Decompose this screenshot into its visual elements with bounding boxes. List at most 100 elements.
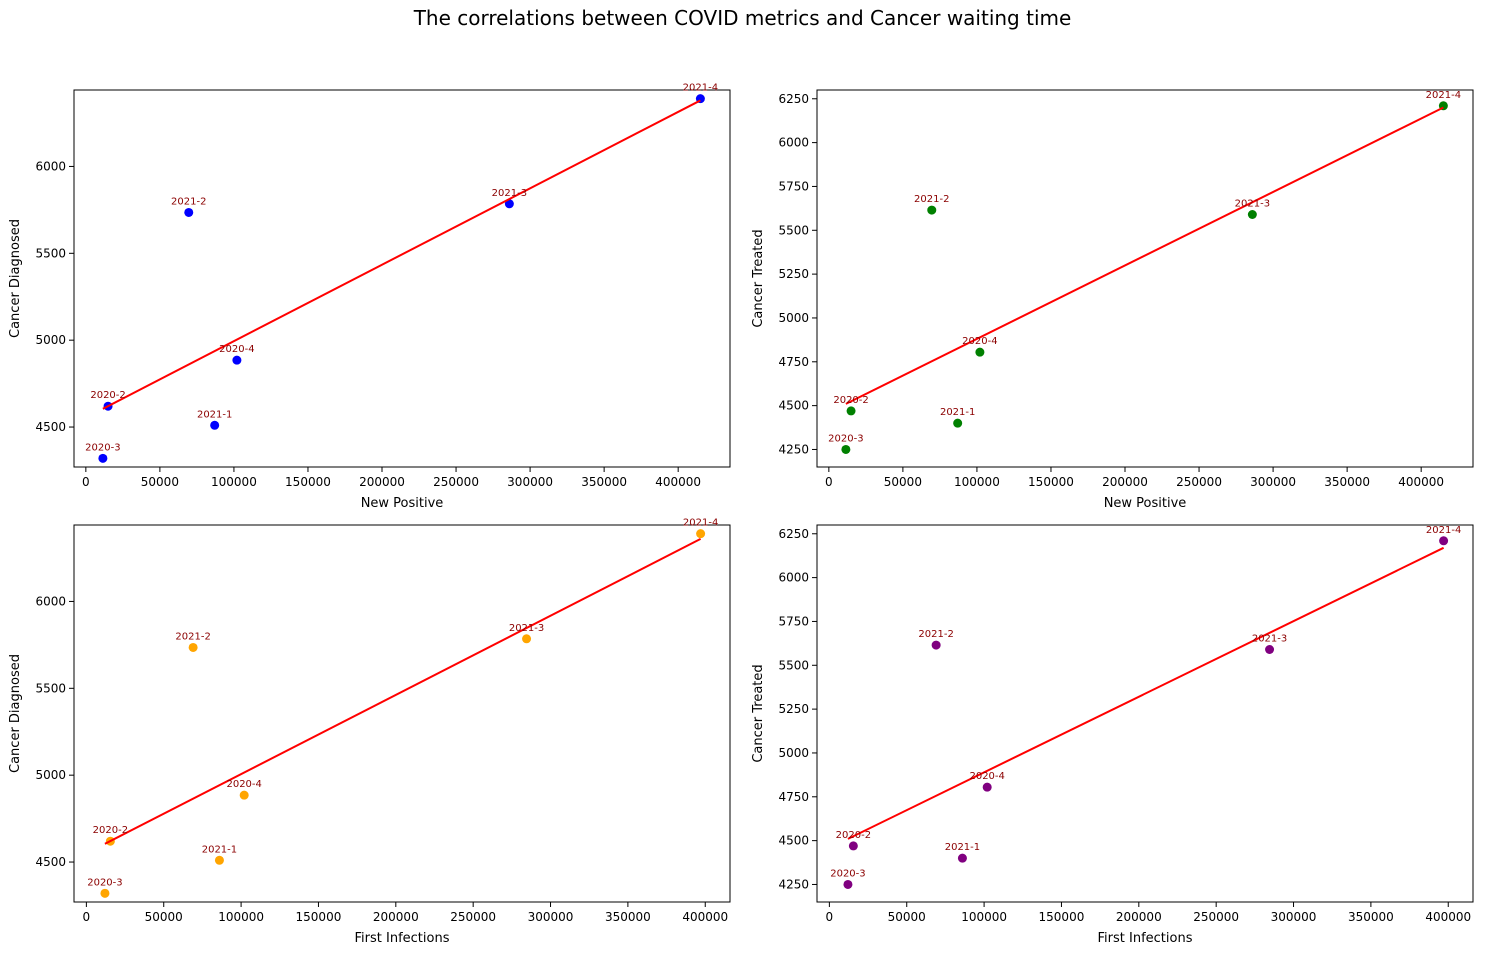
point-label: 2021-3 (1235, 198, 1270, 209)
x-tick-label: 350000 (605, 910, 651, 924)
fit-line (102, 99, 701, 410)
x-tick-label: 0 (826, 910, 834, 924)
data-point (522, 634, 532, 644)
x-axis-label: New Positive (361, 496, 444, 511)
x-tick-label: 50000 (884, 475, 922, 489)
x-tick-label: 400000 (1425, 910, 1471, 924)
point-label: 2021-1 (940, 407, 975, 418)
point-label: 2021-1 (945, 842, 980, 853)
x-tick-label: 300000 (1250, 475, 1296, 489)
y-tick-label: 6000 (35, 594, 66, 608)
x-tick-label: 200000 (1102, 475, 1148, 489)
x-axis-label: New Positive (1104, 496, 1187, 511)
scatter-panel-first-infections-vs-treated: 0 50000 100000 150000 200000 250000 300000 3500… (751, 524, 1474, 946)
scatter-panel-new-positive-vs-treated: 0 50000 100000 150000 200000 250000 300000 3500… (751, 89, 1474, 511)
data-point (188, 642, 198, 652)
data-point (975, 347, 985, 357)
fit-line (847, 546, 1445, 840)
point-label: 2021-3 (1252, 633, 1287, 644)
fit-line (845, 106, 1444, 405)
y-tick-label: 5250 (778, 702, 809, 716)
data-point (846, 406, 856, 416)
y-tick-label: 6250 (778, 92, 809, 106)
point-label: 2021-4 (1426, 90, 1461, 101)
point-label: 2021-2 (171, 196, 206, 207)
x-tick-label: 250000 (433, 475, 479, 489)
data-point (841, 444, 851, 454)
x-tick-label: 350000 (1324, 475, 1370, 489)
y-tick-label: 4250 (778, 442, 809, 456)
data-point (210, 420, 220, 430)
x-tick-label: 400000 (682, 910, 728, 924)
point-label: 2020-3 (830, 868, 865, 879)
y-tick-label: 5500 (35, 246, 66, 260)
y-tick-label: 4250 (778, 877, 809, 891)
data-point (232, 355, 242, 365)
x-tick-label: 0 (83, 910, 91, 924)
y-tick-label: 5500 (778, 658, 809, 672)
fit-line (104, 538, 702, 845)
point-label: 2020-2 (93, 825, 128, 836)
x-tick-label: 250000 (1176, 475, 1222, 489)
data-point (982, 782, 992, 792)
point-label: 2021-3 (509, 623, 544, 634)
point-label: 2021-2 (914, 194, 949, 205)
y-tick-label: 5750 (778, 614, 809, 628)
x-tick-label: 250000 (450, 910, 496, 924)
x-tick-label: 50000 (888, 910, 926, 924)
data-point (1439, 536, 1449, 546)
point-label: 2020-3 (828, 433, 863, 444)
y-axis-label: Cancer Diagnosed (8, 654, 23, 773)
data-point (1247, 209, 1257, 219)
y-tick-label: 4500 (778, 399, 809, 413)
point-label: 2021-1 (197, 409, 232, 420)
point-label: 2020-4 (226, 779, 261, 790)
x-tick-label: 150000 (285, 475, 331, 489)
y-tick-label: 4750 (778, 790, 809, 804)
y-tick-label: 5250 (778, 267, 809, 281)
point-label: 2021-1 (202, 844, 237, 855)
point-label: 2020-3 (85, 442, 120, 453)
point-label: 2020-4 (219, 344, 254, 355)
data-point (214, 855, 224, 865)
y-tick-label: 5000 (778, 311, 809, 325)
x-tick-label: 150000 (1039, 910, 1085, 924)
data-point (931, 640, 941, 650)
x-tick-label: 150000 (296, 910, 342, 924)
x-tick-label: 250000 (1193, 910, 1239, 924)
x-tick-label: 400000 (655, 475, 701, 489)
data-point (843, 879, 853, 889)
point-label: 2021-4 (683, 518, 718, 529)
scatter-panel-first-infections-vs-diagnosed: 0 50000 100000 150000 200000 250000 300000 3500… (8, 518, 731, 946)
data-point (184, 207, 194, 217)
point-label: 2020-2 (833, 395, 868, 406)
y-tick-label: 5000 (35, 333, 66, 347)
point-label: 2020-2 (836, 830, 871, 841)
figure-title: The correlations between COVID metrics a… (413, 6, 1072, 30)
data-point (239, 790, 249, 800)
y-axis-label: Cancer Diagnosed (8, 219, 23, 338)
point-label: 2021-2 (918, 629, 953, 640)
plot-frame (816, 524, 1474, 903)
y-tick-label: 6250 (778, 527, 809, 541)
y-tick-label: 6000 (778, 136, 809, 150)
point-label: 2020-4 (969, 771, 1004, 782)
y-tick-label: 5500 (778, 223, 809, 237)
y-tick-label: 4750 (778, 355, 809, 369)
data-point (696, 529, 706, 539)
point-label: 2021-3 (492, 188, 527, 199)
x-tick-label: 350000 (581, 475, 627, 489)
x-axis-label: First Infections (1098, 931, 1193, 946)
scatter-panel-new-positive-vs-diagnosed: 0 50000 100000 150000 200000 250000 300000 3500… (8, 83, 731, 511)
x-tick-label: 50000 (145, 910, 183, 924)
x-tick-label: 300000 (528, 910, 574, 924)
x-tick-label: 100000 (211, 475, 257, 489)
y-tick-label: 4500 (778, 834, 809, 848)
y-tick-label: 5500 (35, 681, 66, 695)
x-axis-label: First Infections (355, 931, 450, 946)
point-label: 2020-4 (962, 336, 997, 347)
y-tick-label: 5750 (778, 179, 809, 193)
data-point (957, 853, 967, 863)
y-tick-label: 5000 (35, 768, 66, 782)
point-label: 2021-2 (175, 631, 210, 642)
